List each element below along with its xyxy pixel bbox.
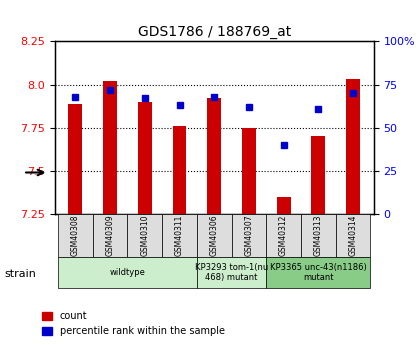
Text: GSM40313: GSM40313: [314, 215, 323, 256]
FancyBboxPatch shape: [197, 257, 266, 288]
FancyBboxPatch shape: [197, 214, 231, 257]
FancyBboxPatch shape: [231, 214, 266, 257]
FancyBboxPatch shape: [162, 214, 197, 257]
Text: GSM40314: GSM40314: [349, 215, 357, 256]
Text: GSM40311: GSM40311: [175, 215, 184, 256]
FancyBboxPatch shape: [266, 257, 370, 288]
FancyBboxPatch shape: [58, 214, 93, 257]
Bar: [311, 136, 325, 214]
Title: GDS1786 / 188769_at: GDS1786 / 188769_at: [138, 25, 291, 39]
Bar: [68, 104, 82, 214]
Text: wildtype: wildtype: [110, 268, 145, 277]
FancyBboxPatch shape: [301, 214, 336, 257]
Text: GSM40307: GSM40307: [244, 215, 253, 256]
Text: GSM40306: GSM40306: [210, 215, 219, 256]
Bar: [346, 79, 360, 214]
Bar: [173, 126, 186, 214]
Text: KP3293 tom-1(nu
468) mutant: KP3293 tom-1(nu 468) mutant: [195, 263, 268, 282]
Bar: [242, 128, 256, 214]
Bar: [207, 98, 221, 214]
FancyBboxPatch shape: [58, 257, 197, 288]
Text: GSM40308: GSM40308: [71, 215, 80, 256]
FancyBboxPatch shape: [93, 214, 127, 257]
Bar: [103, 81, 117, 214]
Text: KP3365 unc-43(n1186)
mutant: KP3365 unc-43(n1186) mutant: [270, 263, 367, 282]
Text: GSM40310: GSM40310: [140, 215, 149, 256]
FancyBboxPatch shape: [336, 214, 370, 257]
Bar: [138, 102, 152, 214]
FancyBboxPatch shape: [266, 214, 301, 257]
Text: strain: strain: [4, 269, 36, 279]
Text: GSM40309: GSM40309: [105, 215, 115, 256]
Bar: [277, 197, 291, 214]
Legend: count, percentile rank within the sample: count, percentile rank within the sample: [39, 307, 229, 340]
FancyBboxPatch shape: [127, 214, 162, 257]
Text: GSM40312: GSM40312: [279, 215, 288, 256]
